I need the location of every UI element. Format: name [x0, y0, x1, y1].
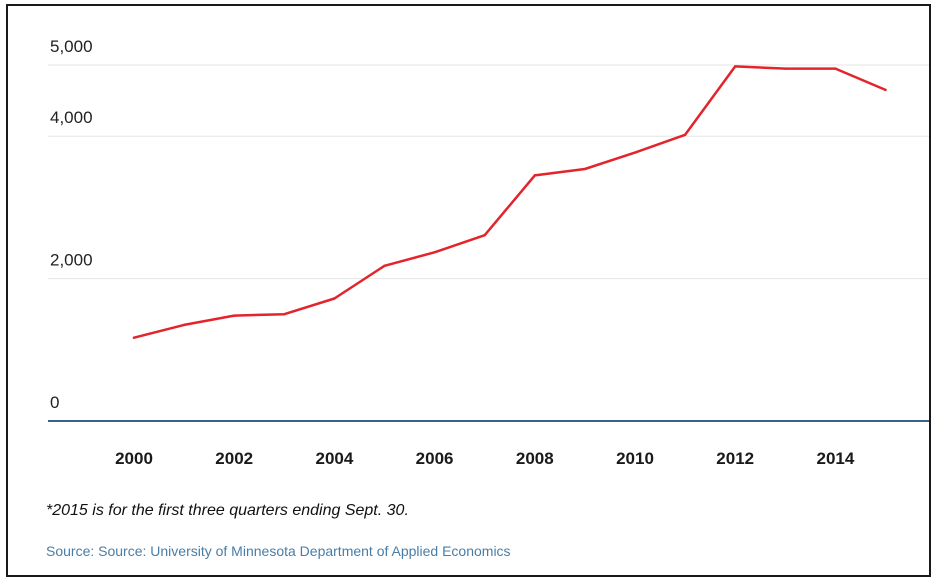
y-tick-label: 4,000 — [50, 108, 93, 127]
x-tick-label: 2010 — [616, 449, 654, 468]
chart-frame — [6, 4, 931, 577]
data-point — [233, 314, 236, 317]
data-point — [433, 251, 436, 254]
data-point — [483, 233, 486, 237]
x-tick-label: 2006 — [416, 449, 454, 468]
data-point — [633, 151, 637, 154]
data-point — [333, 297, 336, 300]
data-point — [132, 336, 136, 339]
data-point — [182, 323, 186, 327]
x-tick-label: 2008 — [516, 449, 554, 468]
data-point — [383, 264, 386, 267]
data-point — [834, 67, 837, 70]
data-point — [683, 133, 687, 136]
y-tick-label: 5,000 — [50, 37, 93, 56]
chart-source: Source: Source: University of Minnesota … — [46, 543, 511, 559]
chart-footnote: *2015 is for the first three quarters en… — [46, 502, 409, 519]
data-point — [884, 88, 887, 92]
data-point — [583, 167, 587, 171]
x-tick-label: 2004 — [315, 449, 353, 468]
y-tick-label: 0 — [50, 393, 59, 412]
x-tick-label: 2002 — [215, 449, 253, 468]
data-point — [283, 313, 286, 316]
x-tick-label: 2012 — [716, 449, 754, 468]
data-point — [533, 174, 536, 177]
x-tick-label: 2000 — [115, 449, 153, 468]
series-line — [132, 65, 887, 339]
data-point — [734, 65, 737, 68]
y-tick-label: 2,000 — [50, 251, 93, 270]
data-point — [784, 67, 787, 70]
x-tick-label: 2014 — [816, 449, 854, 468]
